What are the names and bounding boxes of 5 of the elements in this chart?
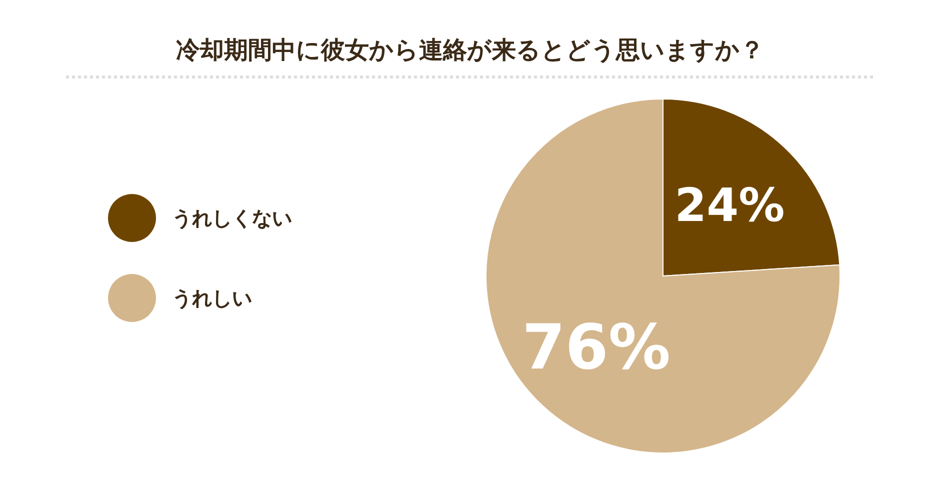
chart-title: 冷却期間中に彼女から連絡が来るとどう思いますか？ (176, 36, 764, 64)
data-label: 76% (522, 310, 671, 384)
legend-label: うれしい (172, 286, 252, 310)
legend-label: うれしくない (172, 206, 292, 230)
data-label: 24% (674, 178, 785, 232)
